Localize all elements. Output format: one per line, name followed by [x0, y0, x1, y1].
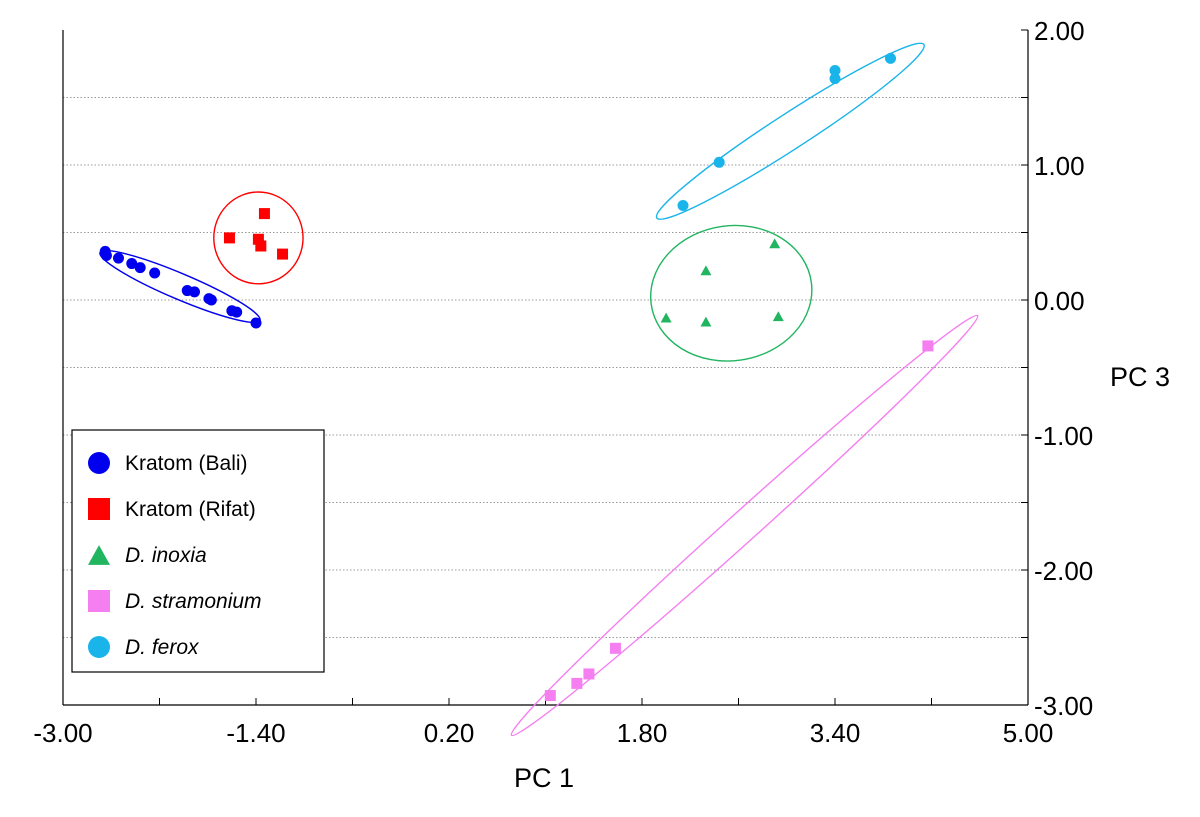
data-point — [100, 249, 112, 261]
legend-label: Kratom (Rifat) — [125, 498, 256, 521]
legend-box — [71, 429, 325, 673]
y-tick-label: 0.00 — [1034, 286, 1085, 316]
data-point — [769, 238, 781, 249]
data-point — [571, 677, 583, 689]
legend-label: D. stramonium — [125, 590, 262, 613]
y-tick-label: -2.00 — [1034, 556, 1093, 586]
y-tick-label: 1.00 — [1034, 151, 1085, 181]
legend-label: D. ferox — [125, 636, 200, 659]
data-point — [255, 240, 267, 252]
x-tick-label: 1.80 — [617, 718, 668, 748]
x-tick-label: 0.20 — [424, 718, 475, 748]
x-tick-label: -3.00 — [33, 718, 92, 748]
data-point — [660, 312, 672, 323]
legend-marker — [88, 452, 110, 474]
data-point — [609, 642, 621, 654]
series-points — [677, 52, 896, 211]
x-axis-title: PC 1 — [514, 763, 574, 793]
legend-marker — [88, 590, 110, 612]
data-point — [677, 200, 689, 211]
legend-label: Kratom (Bali) — [125, 452, 248, 475]
x-tick-label: 5.00 — [1003, 718, 1054, 748]
data-point — [884, 52, 896, 64]
series-points — [99, 245, 262, 329]
data-points — [99, 52, 934, 702]
tick-labels: -3.00 -1.40 0.20 1.80 3.40 5.00 2.00 1.00 0.00 -1… — [33, 16, 1093, 748]
legend-marker — [88, 498, 110, 520]
legend-marker — [88, 545, 110, 565]
data-point — [713, 156, 725, 168]
data-point — [205, 294, 217, 306]
data-point — [258, 208, 270, 220]
y-tick-label: -3.00 — [1034, 691, 1093, 721]
x-tick-label: -1.40 — [226, 718, 285, 748]
cluster-ellipse — [213, 191, 304, 285]
legend-label: D. inoxia — [125, 544, 207, 567]
data-point — [134, 262, 146, 274]
cluster-ellipse — [655, 42, 925, 220]
data-point — [829, 73, 841, 85]
data-point — [231, 306, 243, 318]
cluster-ellipse — [510, 314, 979, 737]
data-point — [829, 65, 841, 76]
data-point — [277, 248, 289, 260]
data-point — [922, 340, 934, 352]
data-point — [252, 233, 264, 245]
series-points — [544, 340, 934, 702]
y-axis-title: PC 3 — [1110, 362, 1170, 392]
cluster-ellipses — [99, 42, 979, 737]
legend-marker — [88, 636, 110, 658]
data-point — [188, 286, 200, 298]
legend-item: Kratom (Rifat) — [88, 498, 256, 521]
data-point — [223, 232, 235, 244]
y-tick-label: -1.00 — [1034, 421, 1093, 451]
data-point — [700, 316, 712, 327]
cluster-ellipse — [649, 224, 813, 362]
y-tick-label: 2.00 — [1034, 16, 1085, 46]
data-point — [700, 265, 712, 276]
data-point — [772, 311, 784, 322]
legend-item: D. stramonium — [88, 590, 262, 613]
series-points — [223, 208, 289, 260]
data-point — [250, 317, 262, 329]
legend-item: D. ferox — [88, 636, 200, 659]
legend: Kratom (Bali) Kratom (Rifat) D. inoxia D. s… — [71, 429, 325, 673]
series-points — [660, 238, 784, 327]
data-point — [544, 690, 556, 702]
legend-item: D. inoxia — [88, 544, 207, 567]
data-point — [149, 267, 161, 279]
x-tick-label: 3.40 — [810, 718, 861, 748]
legend-item: Kratom (Bali) — [88, 452, 248, 475]
data-point — [126, 258, 138, 270]
axes — [62, 29, 1029, 706]
data-point — [583, 668, 595, 680]
data-point — [112, 252, 124, 264]
